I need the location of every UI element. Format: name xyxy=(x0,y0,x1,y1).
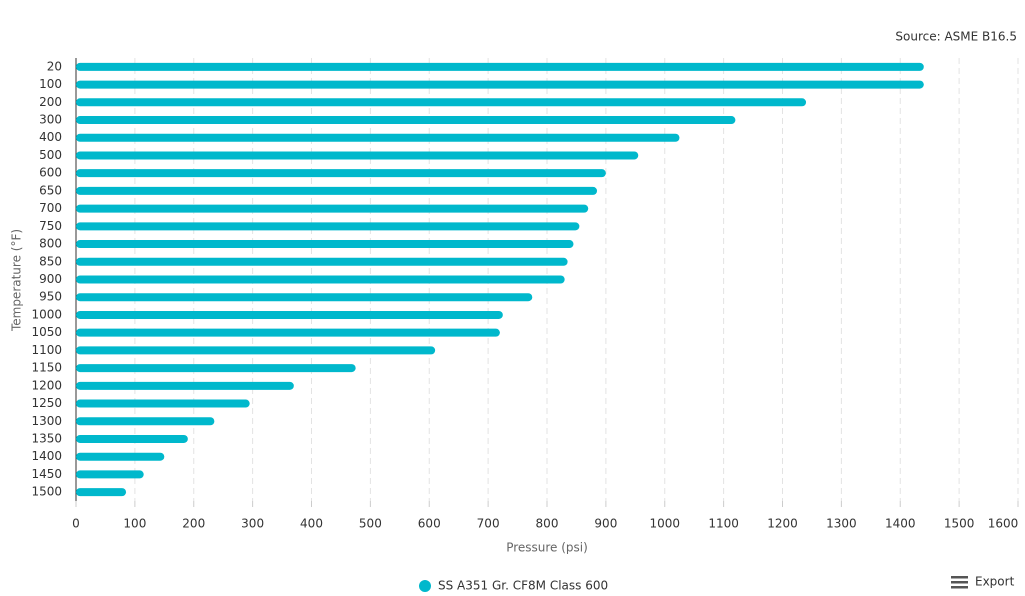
export-icon[interactable] xyxy=(951,576,968,579)
bar xyxy=(76,222,580,231)
y-tick-label: 20 xyxy=(47,59,62,73)
bar xyxy=(76,470,144,479)
bar xyxy=(76,293,533,302)
x-tick-label: 1000 xyxy=(649,517,680,531)
bar xyxy=(76,488,127,497)
x-tick-label: 1200 xyxy=(767,517,798,531)
bar xyxy=(76,80,924,89)
export-label[interactable]: Export xyxy=(975,575,1015,589)
y-tick-label: 1000 xyxy=(31,307,62,321)
bar xyxy=(76,346,436,355)
x-tick-label: 400 xyxy=(300,517,323,531)
bar xyxy=(76,240,574,249)
source: Source: ASME B16.5 xyxy=(895,30,1017,44)
y-tick-label: 1200 xyxy=(31,378,62,392)
y-tick-label: 750 xyxy=(39,219,62,233)
y-tick-label: 1150 xyxy=(31,361,62,375)
y-tick-label: 1450 xyxy=(31,467,62,481)
x-tick-label: 0 xyxy=(72,517,80,531)
bar xyxy=(76,434,188,443)
y-tick-label: 1350 xyxy=(31,431,62,445)
x-tick-label: 1500 xyxy=(944,517,975,531)
bar xyxy=(76,98,807,107)
x-tick-label: 300 xyxy=(241,517,264,531)
y-tick-label: 850 xyxy=(39,254,62,268)
x-axis-title: Pressure (psi) xyxy=(506,541,588,555)
export-icon[interactable] xyxy=(951,581,968,584)
x-tick-label: 800 xyxy=(536,517,559,531)
y-tick-label: 500 xyxy=(39,148,62,162)
y-axis-title: Temperature (°F) xyxy=(10,229,24,332)
export-button[interactable]: Export xyxy=(951,575,1015,589)
bar xyxy=(76,62,924,71)
x-tick-label: 500 xyxy=(359,517,382,531)
y-tick-label: 1100 xyxy=(31,343,62,357)
legend-marker[interactable] xyxy=(419,580,431,592)
y-tick-label: 100 xyxy=(39,77,62,91)
bar xyxy=(76,151,639,160)
bar xyxy=(76,417,215,426)
bar xyxy=(76,257,568,266)
y-tick-label: 900 xyxy=(39,272,62,286)
x-tick-label: 1300 xyxy=(826,517,857,531)
x-tick-label: 1100 xyxy=(708,517,739,531)
export-icon[interactable] xyxy=(951,586,968,589)
legend-label[interactable]: SS A351 Gr. CF8M Class 600 xyxy=(438,579,608,593)
bar xyxy=(76,399,250,408)
y-tick-label: 300 xyxy=(39,113,62,127)
x-tick-label: 200 xyxy=(182,517,205,531)
bar xyxy=(76,204,589,213)
bar xyxy=(76,116,736,125)
y-tick-label: 200 xyxy=(39,95,62,109)
bar xyxy=(76,133,680,142)
bar xyxy=(76,328,500,337)
x-tick-label: 1400 xyxy=(885,517,916,531)
bar xyxy=(76,364,356,373)
y-tick-label: 800 xyxy=(39,237,62,251)
y-tick-label: 700 xyxy=(39,201,62,215)
y-tick-label: 1500 xyxy=(31,485,62,499)
y-tick-label: 1300 xyxy=(31,414,62,428)
y-tick-label: 1400 xyxy=(31,449,62,463)
y-tick-label: 650 xyxy=(39,183,62,197)
y-tick-label: 600 xyxy=(39,166,62,180)
bar xyxy=(76,186,598,195)
x-tick-label: 900 xyxy=(594,517,617,531)
x-tick-label: 600 xyxy=(418,517,441,531)
bar xyxy=(76,169,606,178)
x-tick-label: 100 xyxy=(123,517,146,531)
y-tick-label: 950 xyxy=(39,290,62,304)
bar xyxy=(76,381,294,390)
x-tick-label: 700 xyxy=(477,517,500,531)
bar xyxy=(76,452,165,461)
y-tick-label: 1050 xyxy=(31,325,62,339)
bar xyxy=(76,275,565,284)
y-tick-label: 1250 xyxy=(31,396,62,410)
y-tick-label: 400 xyxy=(39,130,62,144)
bar xyxy=(76,310,503,319)
x-tick-label: 1600 xyxy=(988,517,1019,531)
